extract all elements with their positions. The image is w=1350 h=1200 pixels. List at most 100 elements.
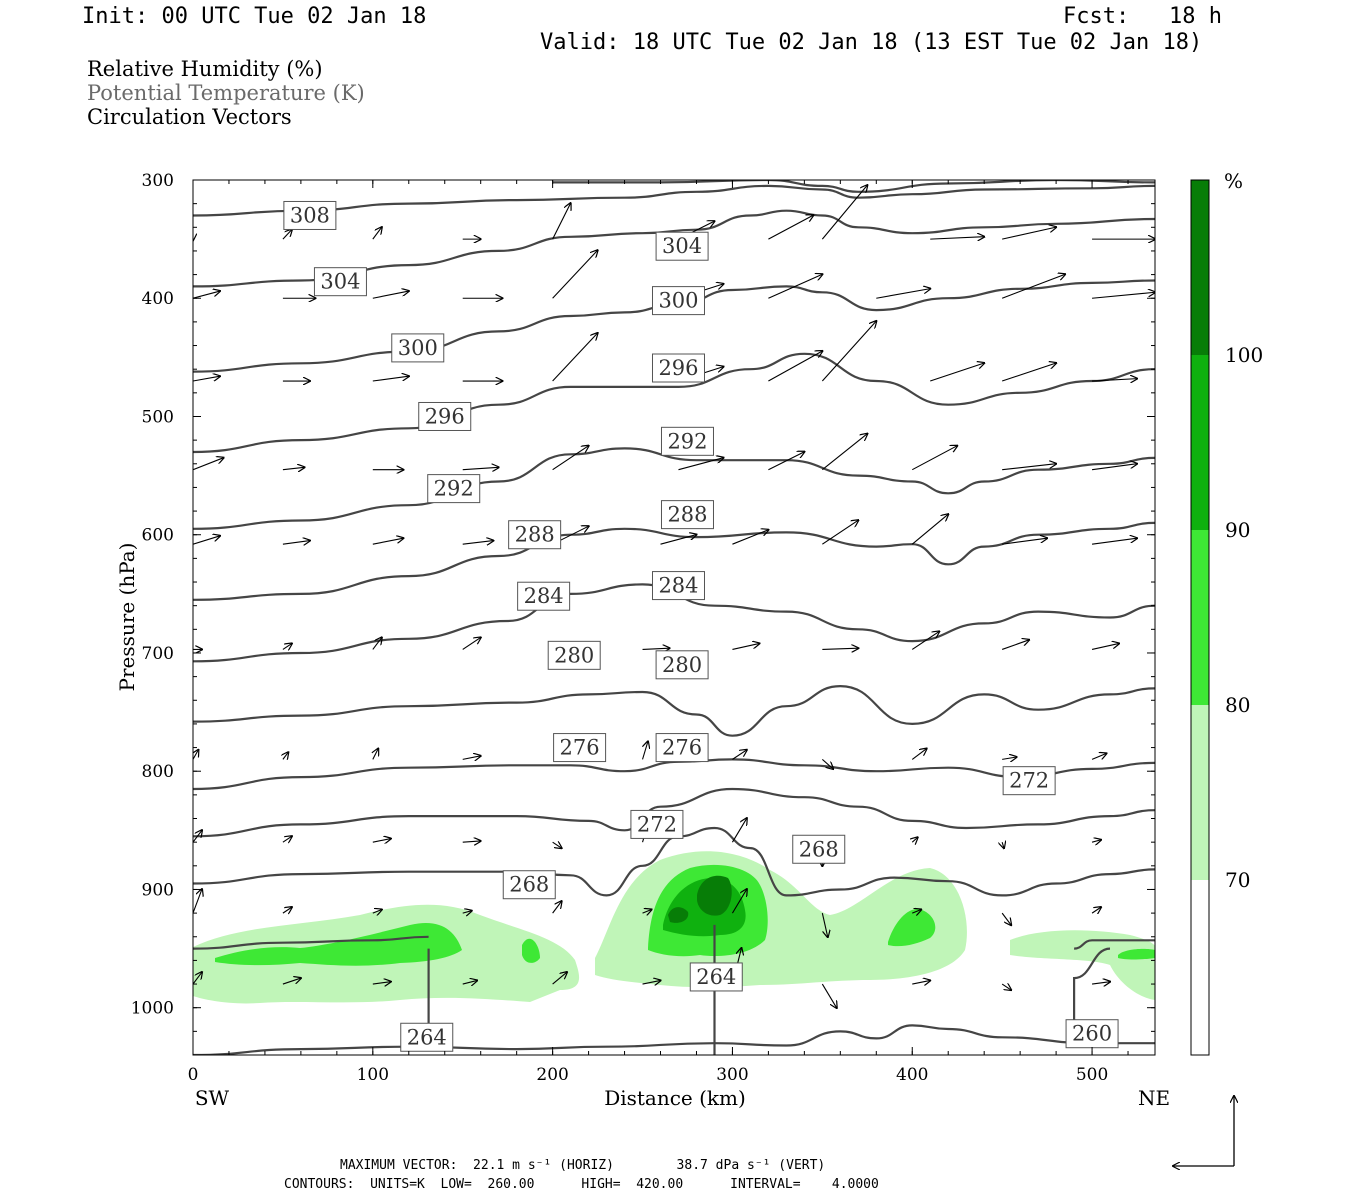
circulation-vector	[1002, 227, 1056, 240]
circulation-vector	[1091, 840, 1101, 842]
colorbar-unit: %	[1224, 169, 1243, 193]
contour-label: 268	[799, 837, 839, 861]
theta-contour-296	[193, 447, 1155, 530]
circulation-vector	[372, 376, 409, 382]
theta-contour-300	[193, 352, 1155, 454]
circulation-vector	[462, 756, 481, 760]
circulation-vector	[1002, 842, 1004, 848]
circulation-vector	[822, 520, 858, 545]
contour-label-box	[630, 809, 684, 839]
circulation-vector	[642, 648, 670, 649]
circulation-vectors	[193, 185, 1155, 1008]
contour-label-box	[655, 231, 709, 261]
circulation-vector	[822, 648, 858, 649]
circulation-vector	[552, 446, 589, 471]
y-tick-label: 900	[142, 880, 174, 900]
x-tick-label: 300	[716, 1065, 748, 1085]
contour-label: 268	[509, 873, 549, 897]
circulation-vector	[930, 363, 984, 382]
contour-label: 284	[658, 574, 698, 598]
init-time: Init: 00 UTC Tue 02 Jan 18	[82, 4, 427, 29]
contour-labels: 308 304 304 300 300 296 296 292 292 288 288 284 284 2…	[283, 200, 1119, 1052]
circulation-vector	[642, 980, 661, 984]
circulation-vector	[821, 983, 836, 1008]
circulation-vector	[821, 185, 867, 240]
contour-label-box	[283, 200, 337, 230]
circulation-vector	[462, 911, 472, 913]
legend-rh: Relative Humidity (%)	[87, 57, 323, 81]
colorbar-label: 70	[1225, 868, 1250, 892]
forecast-hour: Fcst: 18 h	[1063, 4, 1222, 29]
circulation-vector	[1001, 984, 1011, 990]
contour-label: 304	[662, 234, 702, 258]
contour-label-box	[792, 834, 846, 864]
circulation-vector	[911, 631, 939, 650]
colorbar-label: 90	[1225, 518, 1250, 542]
colorbar-blank-swatch	[1191, 880, 1209, 1055]
circulation-vector	[193, 830, 202, 843]
circulation-vector	[193, 750, 198, 760]
contour-label: 288	[667, 503, 707, 527]
colorbar-90-swatch	[1191, 355, 1209, 530]
x-axis-title: Distance (km)	[604, 1086, 746, 1110]
contour-label: 272	[637, 812, 677, 836]
colorbar-100-swatch	[1191, 180, 1209, 355]
colorbar-80-swatch	[1191, 530, 1209, 705]
y-tick-label: 600	[142, 526, 174, 546]
circulation-vector	[552, 972, 567, 985]
theta-contour-316	[552, 180, 1155, 193]
circulation-vector	[282, 643, 292, 649]
footer-contours: CONTOURS: UNITS=K LOW= 260.00 HIGH= 420.…	[284, 1177, 879, 1192]
contour-label-box	[660, 500, 714, 530]
rh-80-region	[522, 938, 540, 963]
circulation-vector	[372, 982, 391, 984]
theta-contour-288	[193, 583, 1155, 663]
circulation-vector	[732, 750, 746, 760]
contour-label: 276	[560, 736, 600, 760]
contour-label: 280	[554, 643, 594, 667]
circulation-vector	[282, 230, 292, 240]
colorbar-70-swatch	[1191, 705, 1209, 880]
plot-frame	[192, 179, 1156, 1056]
circulation-vector	[1002, 464, 1056, 471]
contour-label-box	[508, 520, 562, 550]
circulation-vector	[1002, 757, 1016, 759]
circulation-vector	[1001, 912, 1011, 925]
x-tick-label: 200	[536, 1065, 568, 1085]
contour-label-box	[313, 267, 367, 297]
colorbar-label: 100	[1225, 343, 1263, 367]
contour-label: 280	[662, 653, 702, 677]
x-tick-label: 400	[896, 1065, 928, 1085]
theta-contour-312	[193, 184, 1155, 217]
circulation-vector	[1001, 640, 1029, 650]
contour-label: 308	[290, 203, 330, 227]
theta-contour-260	[1073, 947, 1111, 1020]
contour-label: 264	[696, 965, 736, 989]
y-tick-label: 400	[142, 289, 174, 309]
contour-label-box	[553, 733, 607, 763]
circulation-vector	[372, 839, 391, 843]
circulation-vector	[642, 910, 652, 914]
contour-label-box	[660, 426, 714, 456]
contour-label-box	[1065, 1019, 1119, 1049]
circulation-vector	[732, 530, 768, 545]
rh-100-region	[668, 907, 689, 923]
contour-label: 284	[524, 584, 564, 608]
circulation-vector	[372, 538, 404, 545]
reference-vector-key	[1173, 1096, 1234, 1166]
circulation-vector	[768, 351, 822, 382]
contour-label: 304	[320, 270, 360, 294]
circulation-vector	[552, 842, 562, 848]
contour-label-box	[547, 640, 601, 670]
theta-contour-268	[1073, 939, 1155, 950]
circulation-vector	[193, 376, 220, 382]
circulation-vector	[462, 980, 477, 984]
circulation-vector	[1091, 982, 1110, 984]
circulation-vector	[1092, 379, 1137, 381]
circulation-vector	[1091, 907, 1101, 913]
circulation-vector	[462, 841, 481, 842]
y-tick-label: 300	[142, 171, 174, 191]
x-tick-label: 100	[357, 1065, 389, 1085]
contour-label: 292	[434, 477, 474, 501]
